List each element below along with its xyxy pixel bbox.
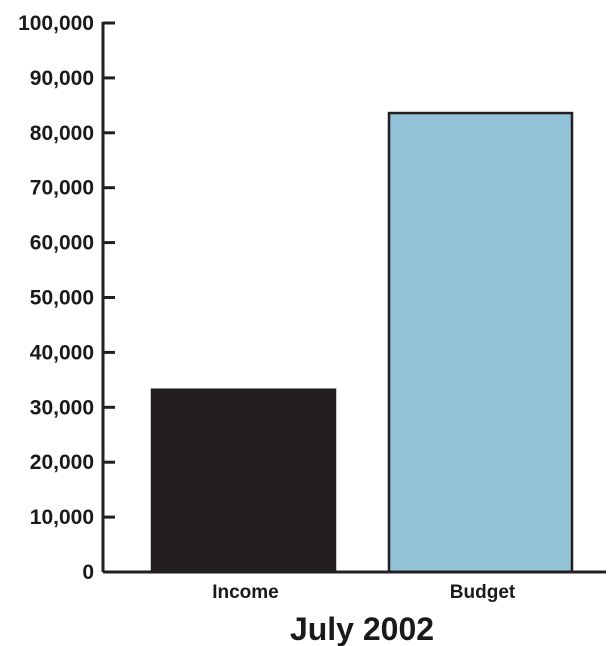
y-tick-label: 30,000 (30, 396, 94, 419)
bar-budget (387, 111, 574, 574)
bar-income (150, 388, 337, 574)
y-tick-label: 100,000 (18, 12, 94, 35)
y-tick-label: 0 (82, 561, 94, 584)
x-axis: Income Budget (103, 570, 606, 603)
y-axis: 0 10,000 20,000 30,000 40,000 50,000 60,000 70,… (18, 12, 115, 584)
bars (150, 111, 574, 574)
y-tick-label: 80,000 (30, 122, 94, 145)
x-axis-title: July 2002 (290, 611, 434, 646)
x-category-label: Budget (450, 582, 516, 603)
y-tick-label: 90,000 (30, 67, 94, 90)
y-tick-label: 10,000 (30, 506, 94, 529)
y-tick-label: 70,000 (30, 177, 94, 200)
y-tick-label: 40,000 (30, 341, 94, 364)
x-category-label: Income (212, 582, 279, 603)
y-tick-label: 50,000 (30, 287, 94, 310)
y-tick-label: 20,000 (30, 451, 94, 474)
y-tick-label: 60,000 (30, 232, 94, 255)
